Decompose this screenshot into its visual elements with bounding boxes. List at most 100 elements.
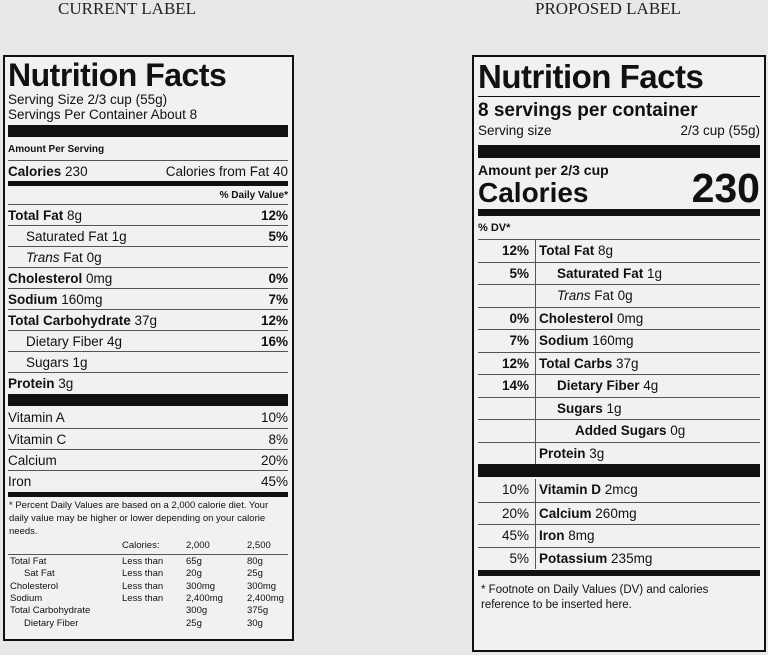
calories-label: Calories [8, 164, 62, 179]
nutrient-amount: 0g [86, 250, 102, 265]
vitamin-row: 10% Vitamin D 2mcg [478, 479, 760, 502]
servings: Servings Per Container About 8 [8, 107, 198, 122]
table-cell: Less than [122, 556, 164, 567]
nutrient-amount: 0mg [617, 310, 644, 326]
nutrient-name: Cholesterol [8, 271, 83, 286]
nutrient-row: Total Fat 8g 12% [8, 204, 288, 225]
nutrient-amount: 160mg [61, 292, 103, 307]
table-cell: Less than [122, 592, 164, 604]
vitamin-dv: 45% [260, 474, 288, 489]
table-cell: 300g [186, 605, 208, 617]
vitamin-name: Iron [8, 474, 32, 489]
nutrient-row: Total Carbohydrate 37g 12% [8, 309, 288, 330]
bar [8, 181, 288, 186]
servings: 8 servings per container [478, 100, 698, 121]
bar [478, 209, 760, 216]
nutrient-row: 12% Total Fat 8g [478, 239, 760, 262]
vitamin-row: Vitamin C 8% [8, 428, 288, 449]
vitamin-name: Calcium [539, 505, 592, 521]
nutrient-dv: 7% [268, 292, 288, 307]
table-cell: Total Fat [10, 556, 47, 567]
nutrient-amount: 37g [616, 355, 639, 371]
nutrient-amount: 1g [606, 400, 622, 416]
nutrient-amount: 160mg [592, 333, 634, 348]
table-cell: Cholesterol [10, 580, 59, 592]
dv-header: % DV* [478, 222, 511, 234]
table-header: 2,000 [186, 540, 210, 551]
vitamin-dv: 10% [260, 410, 288, 425]
nutrient-name: Protein [8, 376, 55, 391]
rule [8, 554, 288, 555]
heading: PROPOSED LABEL [535, 0, 681, 18]
nutrient-row: 14% Dietary Fiber 4g [478, 374, 760, 397]
serving-size-label: Serving size [478, 123, 552, 138]
nutrient-prefix: Trans [557, 288, 591, 303]
nutrient-name: Fat [594, 288, 614, 303]
vitamin-dv: 20% [260, 453, 288, 468]
bar [8, 394, 288, 406]
table-cell: 2,400mg [186, 592, 223, 604]
nutrient-amount: 3g [58, 376, 74, 391]
nutrient-amount: 3g [589, 445, 605, 461]
nutrient-name: Sugars [26, 355, 69, 370]
nutrient-dv: 16% [260, 334, 288, 349]
footnote: * Percent Daily Values are based on a 2,… [9, 500, 269, 537]
rule [478, 96, 760, 97]
nutrient-name: Sodium [8, 292, 58, 307]
nutrient-name: Total Carbs [539, 355, 613, 371]
nutrient-amount: 8g [67, 208, 83, 223]
vitamin-amount: 2mcg [604, 482, 638, 497]
nutrient-dv: 5% [509, 265, 529, 281]
nutrient-row: Added Sugars 0g [478, 419, 760, 442]
table-cell: 25g [247, 568, 263, 580]
table-cell: 300mg [186, 580, 216, 592]
vitamin-amount: 260mg [595, 505, 637, 521]
amount-per-serving: Amount Per Serving [8, 144, 105, 155]
table-cell: 375g [247, 605, 269, 617]
nutrient-name: Cholesterol [539, 310, 614, 326]
vitamin-dv: 8% [268, 432, 288, 447]
calories-label: Calories [478, 177, 589, 208]
table-cell: Total Carbohydrate [10, 605, 91, 617]
table-cell: 80g [247, 556, 263, 567]
nutrient-name: Protein [539, 445, 586, 461]
nutrient-row: 0% Cholesterol 0mg [478, 306, 760, 330]
vitamin-row: 45% Iron 8mg [478, 524, 760, 547]
calories-from-fat: Calories from Fat 40 [165, 164, 288, 179]
nutrient-dv: 12% [260, 313, 288, 328]
table-cell: 300mg [247, 580, 277, 592]
table-header: Calories: [122, 540, 160, 551]
title: Nutrition Facts [478, 58, 704, 95]
table-cell: Less than [122, 568, 164, 580]
vitamin-dv: 10% [501, 482, 529, 497]
nutrient-row: Saturated Fat 1g 5% [8, 225, 288, 246]
nutrient-name: Sodium [539, 333, 589, 348]
nutrient-row: Protein 3g [478, 441, 760, 465]
nutrient-name: Saturated Fat [557, 265, 644, 281]
vitamin-dv: 20% [501, 505, 529, 521]
nutrient-name: Dietary Fiber [557, 378, 640, 393]
table-cell: 30g [247, 617, 263, 629]
dv-header: % Daily Value* [219, 190, 288, 201]
nutrient-amount: 1g [647, 265, 663, 281]
nutrient-amount: 1g [111, 229, 127, 244]
nutrient-row: Sugars 1g [8, 351, 288, 372]
table-cell: 20g [186, 568, 202, 580]
nutrient-row: Dietary Fiber 4g 16% [8, 330, 288, 351]
table-cell: Sodium [10, 592, 43, 604]
serving-size: Serving Size 2/3 cup (55g) [8, 92, 168, 107]
nutrient-amount: 0mg [86, 271, 113, 286]
footnote: * Footnote on Daily Values (DV) and calo… [481, 584, 709, 611]
nutrient-amount: 0g [670, 423, 686, 438]
nutrient-prefix: Trans [26, 250, 60, 265]
vitamin-amount: 235mg [611, 550, 653, 566]
nutrient-amount: 0g [617, 288, 633, 303]
nutrient-dv: 0% [268, 271, 288, 286]
table-cell: 25g [186, 617, 202, 629]
nutrient-dv: 14% [501, 378, 529, 393]
nutrient-name: Sugars [557, 400, 603, 416]
bar [8, 125, 288, 137]
serving-size: 2/3 cup (55g) [680, 123, 760, 138]
nutrient-amount: 4g [643, 378, 659, 393]
